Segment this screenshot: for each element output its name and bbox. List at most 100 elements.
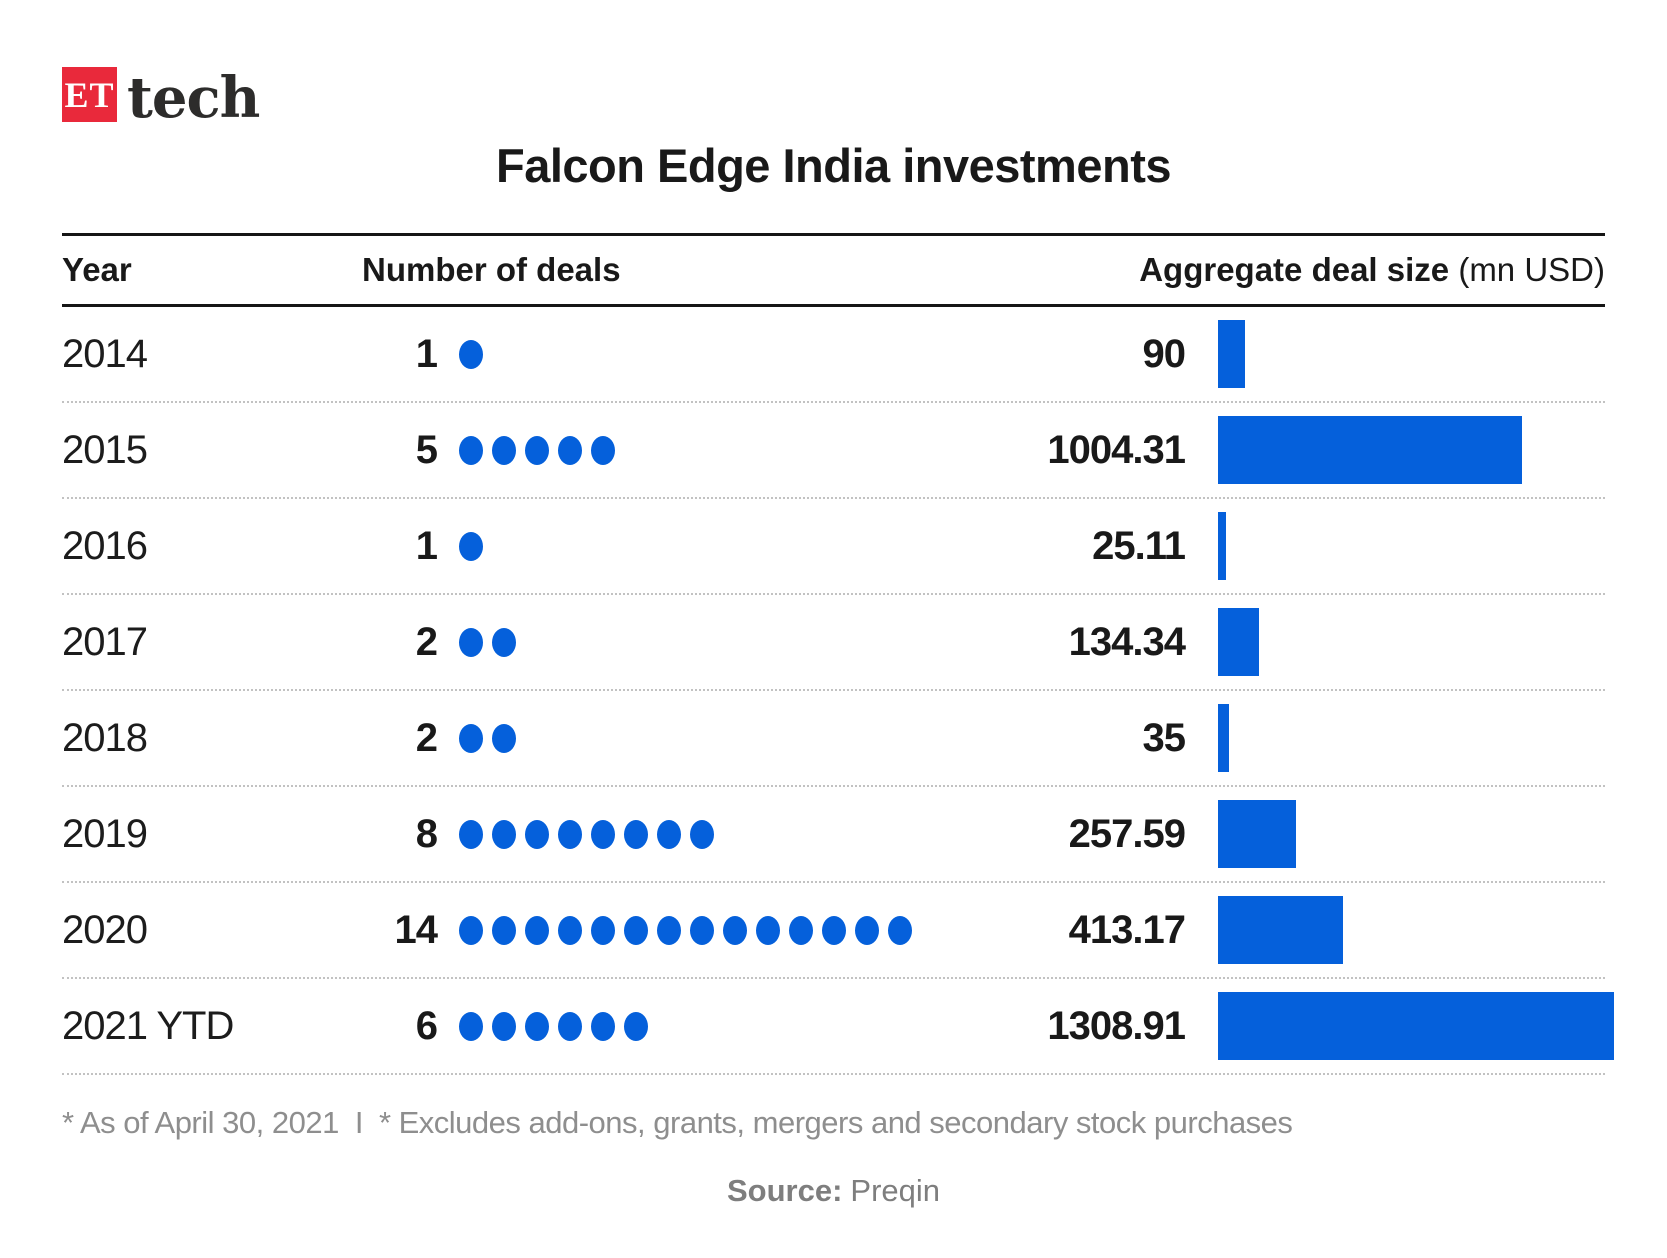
deal-dots <box>459 819 723 849</box>
year-label: 2020 <box>62 907 148 952</box>
table-row: 2015 5 1004.31 <box>62 403 1605 499</box>
deals-cell: 8 <box>362 812 940 857</box>
deal-dots <box>459 1011 657 1041</box>
deal-dots <box>459 435 624 465</box>
deal-size-bar <box>1218 800 1296 868</box>
bar-cell <box>1185 512 1614 580</box>
year-label: 2016 <box>62 523 148 568</box>
table-row: 2017 2 134.34 <box>62 595 1605 691</box>
bar-track <box>1218 896 1614 964</box>
chart-title: Falcon Edge India investments <box>496 139 1172 192</box>
deal-dot <box>723 915 747 945</box>
deal-dot <box>525 819 549 849</box>
bar-cell <box>1185 992 1614 1060</box>
year-label: 2017 <box>62 619 148 664</box>
deal-size-bar <box>1218 896 1344 964</box>
deal-size-bar <box>1218 608 1259 676</box>
deal-dot <box>591 819 615 849</box>
deal-dot <box>822 915 846 945</box>
bar-track <box>1218 992 1614 1060</box>
deal-size-value: 413.17 <box>1068 907 1186 952</box>
table-row: 2020 14 413.17 <box>62 883 1605 979</box>
deal-dot <box>459 627 483 657</box>
deal-dot <box>624 819 648 849</box>
table-row: 2016 1 25.11 <box>62 499 1605 595</box>
deal-dot <box>525 1011 549 1041</box>
table-header-row: Year Number of deals Aggregate deal size… <box>62 233 1605 307</box>
footnote: * As of April 30, 2021 I * Excludes add-on… <box>62 1105 1605 1141</box>
bar-cell <box>1185 896 1614 964</box>
bar-track <box>1218 800 1614 868</box>
deal-dot <box>459 531 483 561</box>
deal-dot <box>657 819 681 849</box>
deals-cell: 14 <box>362 908 940 953</box>
deal-dot <box>558 915 582 945</box>
deal-dot <box>558 435 582 465</box>
bar-track <box>1218 416 1614 484</box>
deal-size-bar <box>1218 512 1226 580</box>
ettech-logo: ET tech <box>62 0 1605 132</box>
deal-dot <box>591 915 615 945</box>
source-value: Preqin <box>850 1173 941 1208</box>
year-label: 2015 <box>62 427 148 472</box>
deal-size-bar <box>1218 992 1614 1060</box>
deals-cell: 1 <box>362 524 940 569</box>
deals-cell: 2 <box>362 716 940 761</box>
bar-cell <box>1185 800 1614 868</box>
deal-dot <box>492 435 516 465</box>
deal-dot <box>459 339 483 369</box>
deal-dot <box>492 627 516 657</box>
year-label: 2014 <box>62 331 148 376</box>
deal-size-value: 90 <box>1142 331 1187 376</box>
deal-dot <box>690 915 714 945</box>
footnote-separator: I <box>354 1105 364 1140</box>
deal-count: 2 <box>415 619 438 664</box>
year-label: 2018 <box>62 715 148 760</box>
deals-cell: 6 <box>362 1004 940 1049</box>
bar-cell <box>1185 416 1614 484</box>
deal-dot <box>690 819 714 849</box>
year-label: 2021 YTD <box>62 1003 234 1048</box>
deal-dot <box>492 819 516 849</box>
deal-dots <box>459 723 525 753</box>
bar-track <box>1218 512 1614 580</box>
deal-dot <box>558 1011 582 1041</box>
et-logo-tech-wordmark: tech <box>127 65 260 132</box>
deal-size-value: 134.34 <box>1068 619 1186 664</box>
bar-track <box>1218 320 1614 388</box>
deal-count: 1 <box>415 331 438 376</box>
deal-size-bar <box>1218 320 1246 388</box>
deal-size-value: 1004.31 <box>1047 427 1186 472</box>
deal-dot <box>459 1011 483 1041</box>
bar-track <box>1218 608 1614 676</box>
deal-dot <box>492 1011 516 1041</box>
deal-dots <box>459 339 492 369</box>
deal-size-value: 1308.91 <box>1047 1003 1186 1048</box>
source-label: Source: <box>726 1173 843 1208</box>
deal-dot <box>591 1011 615 1041</box>
deal-dot <box>657 915 681 945</box>
deal-dot <box>492 723 516 753</box>
deal-dot <box>459 819 483 849</box>
deal-count: 8 <box>415 811 438 856</box>
deal-dots <box>459 915 921 945</box>
deal-count: 2 <box>415 715 438 760</box>
bar-cell <box>1185 320 1614 388</box>
deal-size-bar <box>1218 416 1522 484</box>
deal-dot <box>459 723 483 753</box>
deal-dot <box>624 915 648 945</box>
table-row: 2019 8 257.59 <box>62 787 1605 883</box>
year-label: 2019 <box>62 811 148 856</box>
deal-dot <box>459 915 483 945</box>
deal-dots <box>459 627 525 657</box>
footnote-asof: * As of April 30, 2021 <box>62 1105 339 1140</box>
deal-dot <box>525 435 549 465</box>
column-header-year: Year <box>62 251 132 288</box>
et-logo-mark: ET <box>62 67 117 122</box>
deal-size-value: 35 <box>1142 715 1187 760</box>
source-line: Source: Preqin <box>62 1173 1605 1209</box>
column-header-deal-size-unit: (mn USD) <box>1458 251 1605 288</box>
column-header-deal-size: Aggregate deal size (mn USD) <box>940 251 1605 289</box>
deal-dot <box>855 915 879 945</box>
